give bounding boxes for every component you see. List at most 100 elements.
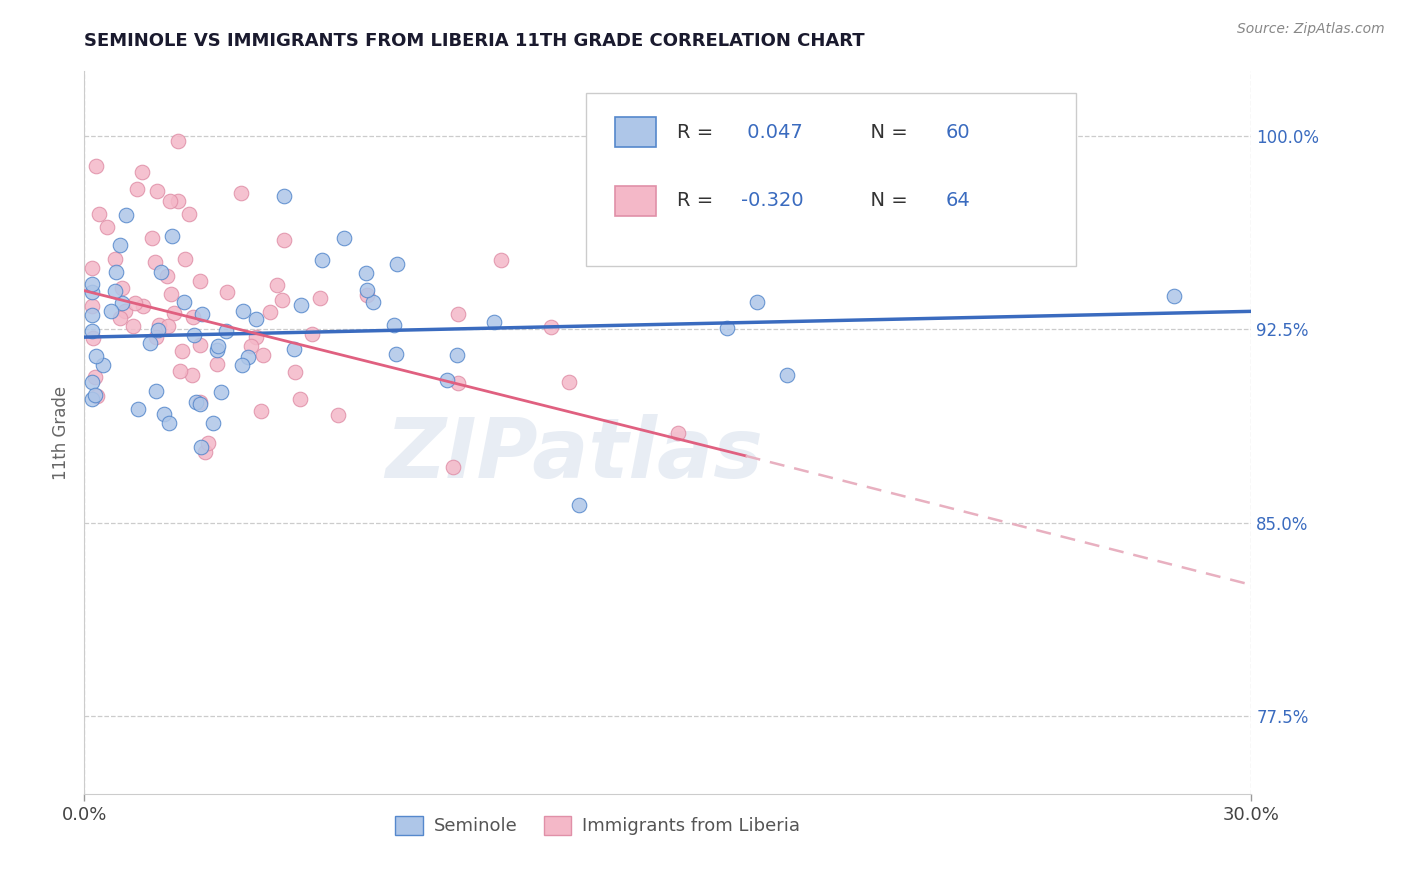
Point	[271, 293, 294, 307]
Point	[610, 178, 633, 192]
Point	[169, 364, 191, 378]
Point	[567, 498, 589, 512]
Point	[747, 295, 769, 310]
Text: -0.320: -0.320	[741, 191, 804, 211]
Point	[100, 303, 122, 318]
Point	[273, 234, 295, 248]
Point	[1163, 288, 1185, 302]
Point	[309, 291, 332, 305]
Point	[82, 375, 104, 389]
Point	[197, 436, 219, 450]
Point	[86, 389, 108, 403]
Point	[104, 252, 127, 266]
Point	[361, 294, 384, 309]
Point	[447, 376, 470, 390]
Point	[190, 440, 212, 454]
Point	[385, 257, 408, 271]
Point	[259, 304, 281, 318]
Point	[179, 207, 201, 221]
Point	[489, 253, 512, 268]
Point	[139, 336, 162, 351]
Point	[207, 343, 229, 358]
Point	[156, 319, 179, 334]
Text: R =: R =	[678, 191, 720, 211]
FancyBboxPatch shape	[616, 117, 657, 147]
Point	[181, 368, 204, 382]
Point	[188, 338, 211, 352]
Point	[156, 269, 179, 284]
Point	[240, 339, 263, 353]
Point	[146, 184, 169, 198]
Point	[84, 388, 107, 402]
Point	[172, 344, 194, 359]
Point	[82, 308, 104, 322]
Legend: Seminole, Immigrants from Liberia: Seminole, Immigrants from Liberia	[388, 809, 807, 843]
Point	[91, 358, 114, 372]
Point	[231, 358, 253, 372]
Point	[167, 134, 190, 148]
Point	[82, 285, 104, 300]
Point	[194, 445, 217, 459]
Point	[132, 299, 155, 313]
Point	[127, 402, 149, 417]
Text: ZIPatlas: ZIPatlas	[385, 414, 763, 495]
Point	[108, 310, 131, 325]
Text: Source: ZipAtlas.com: Source: ZipAtlas.com	[1237, 22, 1385, 37]
Point	[122, 319, 145, 334]
Point	[188, 397, 211, 411]
Point	[207, 339, 229, 353]
Point	[333, 230, 356, 244]
Point	[82, 331, 104, 345]
Point	[385, 347, 408, 361]
Point	[173, 294, 195, 309]
Text: SEMINOLE VS IMMIGRANTS FROM LIBERIA 11TH GRADE CORRELATION CHART: SEMINOLE VS IMMIGRANTS FROM LIBERIA 11TH…	[84, 32, 865, 50]
Point	[82, 299, 104, 313]
Point	[82, 261, 104, 276]
Point	[232, 303, 254, 318]
Point	[145, 384, 167, 399]
Point	[666, 425, 689, 440]
Point	[290, 298, 312, 312]
Point	[124, 295, 146, 310]
Point	[557, 376, 579, 390]
Point	[441, 460, 464, 475]
Point	[301, 327, 323, 342]
Point	[201, 416, 224, 430]
Point	[108, 237, 131, 252]
Point	[159, 194, 181, 208]
Point	[82, 277, 104, 291]
Point	[217, 285, 239, 300]
Point	[131, 164, 153, 178]
Point	[356, 284, 378, 298]
Point	[266, 277, 288, 292]
Point	[446, 348, 468, 362]
Point	[205, 357, 228, 371]
Point	[143, 255, 166, 269]
Point	[160, 229, 183, 244]
Point	[540, 319, 562, 334]
Point	[115, 208, 138, 222]
Point	[245, 312, 267, 326]
Y-axis label: 11th Grade: 11th Grade	[52, 385, 70, 480]
Point	[163, 306, 186, 320]
Point	[209, 384, 232, 399]
Point	[191, 307, 214, 321]
Point	[149, 264, 172, 278]
Point	[245, 330, 267, 344]
Point	[776, 368, 799, 382]
Point	[436, 373, 458, 387]
Point	[104, 265, 127, 279]
Point	[382, 318, 405, 333]
Point	[145, 330, 167, 344]
Point	[890, 210, 912, 224]
Point	[84, 370, 107, 384]
Text: R =: R =	[678, 122, 720, 142]
Text: N =: N =	[858, 191, 914, 211]
Point	[146, 322, 169, 336]
Point	[252, 348, 274, 362]
Text: 0.047: 0.047	[741, 122, 803, 142]
Point	[104, 284, 127, 298]
Point	[82, 392, 104, 406]
Point	[250, 404, 273, 418]
Point	[152, 407, 174, 421]
